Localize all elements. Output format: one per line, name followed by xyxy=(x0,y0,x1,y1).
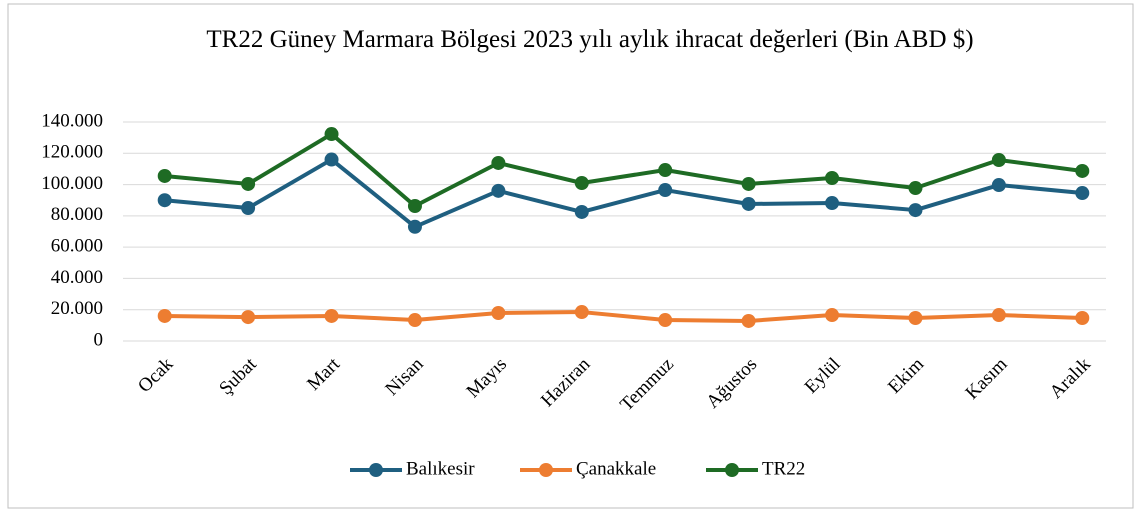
point xyxy=(825,308,840,323)
point xyxy=(825,196,840,211)
point xyxy=(908,181,923,196)
point xyxy=(741,196,756,211)
series-line xyxy=(164,310,1083,323)
point xyxy=(324,308,339,323)
point xyxy=(825,171,840,186)
point xyxy=(1075,186,1090,201)
y-tick-label: 140.000 xyxy=(41,110,103,131)
chart-title: TR22 Güney Marmara Bölgesi 2023 yılı ayl… xyxy=(206,26,974,53)
point xyxy=(157,308,172,323)
point xyxy=(241,310,256,325)
point xyxy=(991,178,1006,193)
point xyxy=(1075,311,1090,326)
point xyxy=(324,152,339,167)
y-tick-label: 20.000 xyxy=(51,298,103,319)
y-tick-label: 0 xyxy=(94,329,104,350)
point xyxy=(491,155,506,170)
point xyxy=(658,313,673,328)
point xyxy=(407,219,422,234)
point xyxy=(491,183,506,198)
point xyxy=(574,176,589,191)
legend-label: Çanakkale xyxy=(576,458,656,479)
point xyxy=(991,153,1006,168)
point xyxy=(1075,163,1090,178)
point xyxy=(741,313,756,328)
legend-marker xyxy=(369,463,383,477)
legend-marker xyxy=(725,463,739,477)
point xyxy=(157,193,172,208)
point xyxy=(908,203,923,218)
legend-marker xyxy=(539,463,553,477)
point xyxy=(658,163,673,178)
point xyxy=(741,176,756,191)
point xyxy=(574,204,589,219)
point xyxy=(407,313,422,328)
point xyxy=(324,127,339,142)
point xyxy=(157,168,172,183)
y-tick-label: 60.000 xyxy=(51,236,103,257)
point xyxy=(658,183,673,198)
point xyxy=(241,176,256,191)
y-tick-label: 120.000 xyxy=(41,142,103,163)
legend-label: TR22 xyxy=(762,458,805,479)
chart-border xyxy=(7,3,1134,509)
point xyxy=(241,201,256,216)
point xyxy=(574,305,589,320)
point xyxy=(991,308,1006,323)
legend-label: Balıkesir xyxy=(406,458,475,479)
series-line xyxy=(164,157,1083,229)
point xyxy=(491,305,506,320)
y-tick-label: 100.000 xyxy=(41,173,103,194)
point xyxy=(908,311,923,326)
y-tick-label: 80.000 xyxy=(51,204,103,225)
point xyxy=(407,199,422,214)
series-line xyxy=(164,132,1083,209)
y-tick-label: 40.000 xyxy=(51,267,103,288)
